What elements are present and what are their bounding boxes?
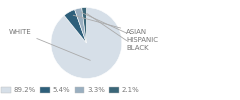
Wedge shape [51, 8, 122, 79]
Legend: 89.2%, 5.4%, 3.3%, 2.1%: 89.2%, 5.4%, 3.3%, 2.1% [0, 84, 142, 96]
Text: WHITE: WHITE [9, 29, 90, 60]
Wedge shape [75, 8, 86, 43]
Wedge shape [64, 10, 86, 43]
Text: HISPANIC: HISPANIC [81, 12, 158, 43]
Text: BLACK: BLACK [87, 13, 149, 51]
Wedge shape [82, 8, 86, 43]
Text: ASIAN: ASIAN [73, 15, 147, 35]
